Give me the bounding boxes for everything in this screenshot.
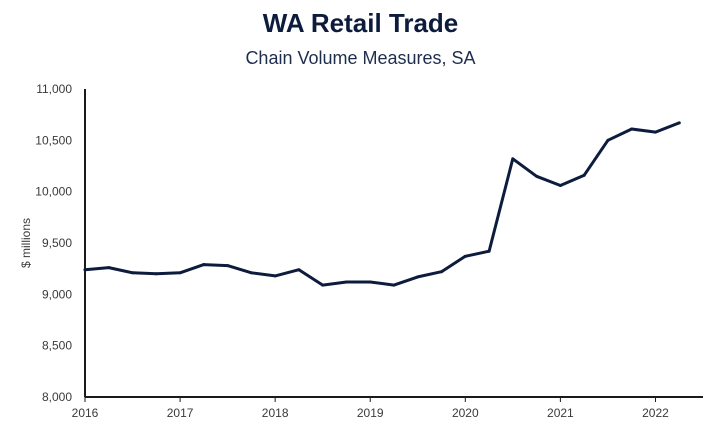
data-point xyxy=(630,127,634,131)
data-point xyxy=(392,283,396,287)
y-tick-label: 10,000 xyxy=(35,185,72,199)
data-point xyxy=(606,138,610,142)
data-points xyxy=(83,121,681,287)
data-point xyxy=(582,173,586,177)
chart-title: WA Retail Trade xyxy=(262,8,459,38)
y-axis-ticks: 8,000 8,500 9,000 9,500 10,000 10,500 11,000 xyxy=(35,82,72,404)
data-point xyxy=(83,268,87,272)
y-tick-label: 9,500 xyxy=(42,236,72,250)
data-point xyxy=(511,157,515,161)
data-point xyxy=(558,184,562,188)
data-point xyxy=(677,121,681,125)
data-point xyxy=(416,275,420,279)
data-point xyxy=(202,263,206,267)
data-point xyxy=(463,254,467,258)
y-tick-label: 8,000 xyxy=(42,390,72,404)
data-point xyxy=(178,271,182,275)
data-point xyxy=(297,268,301,272)
x-tick-label: 2019 xyxy=(357,406,384,420)
data-point xyxy=(653,130,657,134)
data-point xyxy=(440,270,444,274)
chart-subtitle: Chain Volume Measures, SA xyxy=(245,48,476,68)
x-axis-ticks: 2016 2017 2018 2019 2020 2021 2022 xyxy=(72,397,669,420)
data-point xyxy=(154,272,158,276)
x-tick-label: 2021 xyxy=(547,406,574,420)
data-point xyxy=(368,280,372,284)
y-tick-label: 11,000 xyxy=(36,82,72,96)
y-tick-label: 10,500 xyxy=(35,133,72,147)
x-tick-label: 2022 xyxy=(642,406,669,420)
data-point xyxy=(131,271,135,275)
y-axis-title: $ millions xyxy=(19,218,33,268)
x-tick-label: 2020 xyxy=(452,406,479,420)
x-tick-label: 2017 xyxy=(167,406,194,420)
series-line xyxy=(83,121,681,287)
y-tick-label: 8,500 xyxy=(42,339,72,353)
data-point xyxy=(273,274,277,278)
data-point xyxy=(487,249,491,253)
x-tick-label: 2016 xyxy=(72,406,99,420)
data-point xyxy=(107,266,111,270)
data-point xyxy=(535,174,539,178)
data-point xyxy=(249,271,253,275)
data-point xyxy=(226,264,230,268)
data-point xyxy=(344,280,348,284)
x-tick-label: 2018 xyxy=(262,406,289,420)
data-point xyxy=(321,283,325,287)
y-tick-label: 9,000 xyxy=(42,287,72,301)
